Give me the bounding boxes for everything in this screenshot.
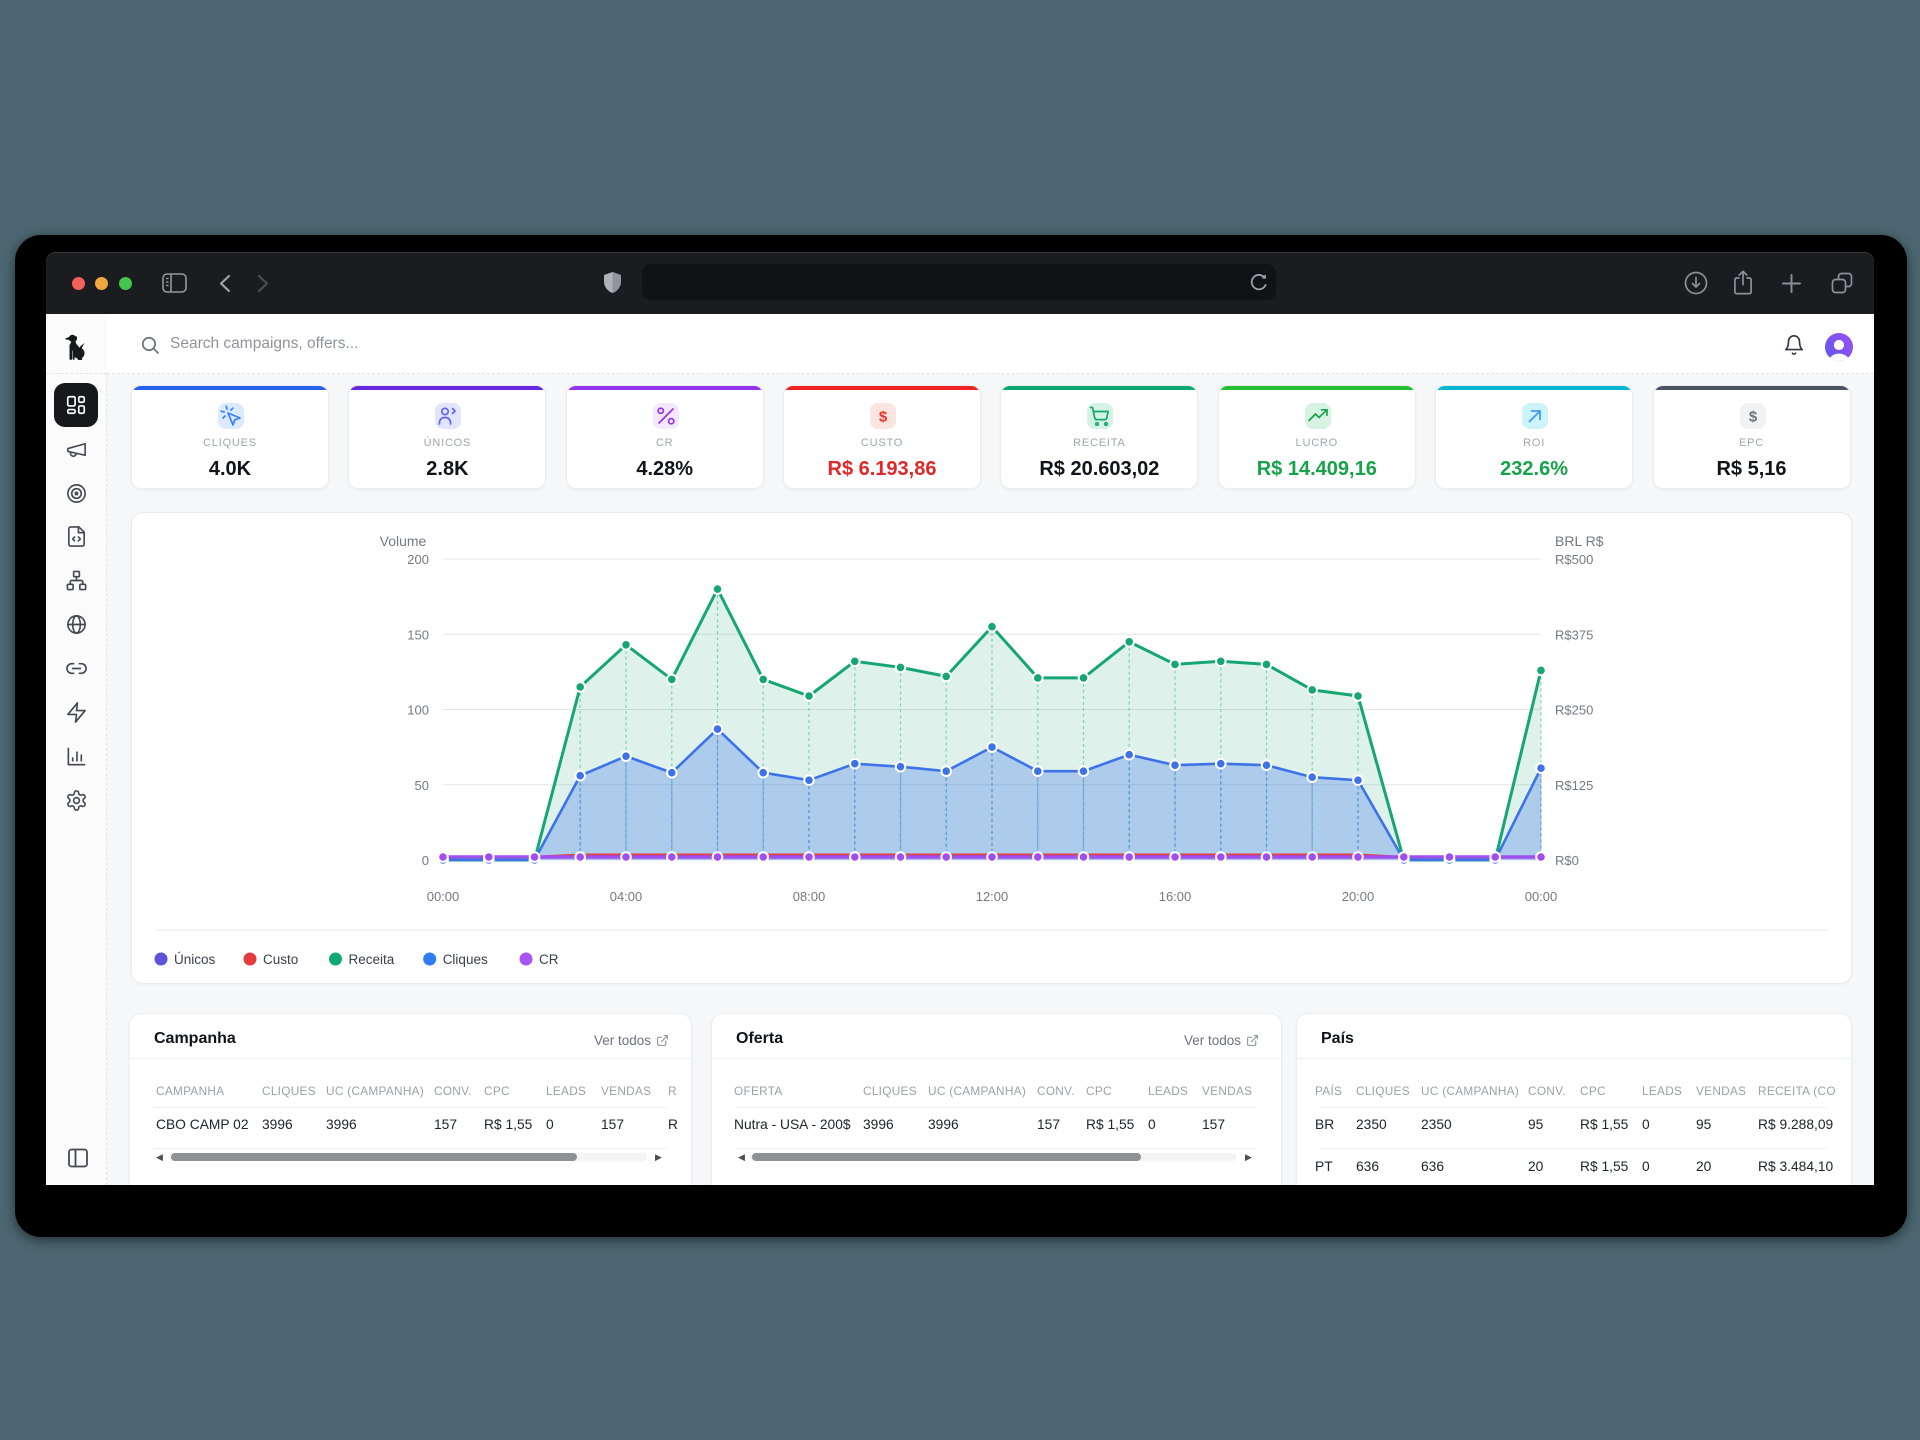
svg-text:R$0: R$0 (1555, 853, 1579, 868)
svg-text:100: 100 (407, 703, 429, 718)
svg-text:200: 200 (407, 552, 429, 567)
svg-text:BRL R$: BRL R$ (1555, 533, 1604, 549)
svg-text:Cliques: Cliques (443, 952, 488, 967)
svg-text:R$125: R$125 (1555, 778, 1593, 793)
svg-text:Receita: Receita (349, 952, 395, 967)
svg-text:Custo: Custo (263, 952, 298, 967)
svg-text:50: 50 (415, 778, 429, 793)
svg-text:CR: CR (539, 952, 559, 967)
svg-text:04:00: 04:00 (610, 889, 643, 904)
svg-text:$: $ (1748, 409, 1757, 426)
svg-text:0: 0 (422, 853, 429, 868)
svg-text:08:00: 08:00 (793, 889, 826, 904)
svg-text:00:00: 00:00 (1525, 889, 1558, 904)
svg-text:16:00: 16:00 (1159, 889, 1192, 904)
svg-text:12:00: 12:00 (976, 889, 1009, 904)
svg-text:R$500: R$500 (1555, 552, 1593, 567)
svg-text:R$375: R$375 (1555, 627, 1593, 642)
svg-text:Únicos: Únicos (174, 952, 216, 967)
svg-text:R$250: R$250 (1555, 703, 1593, 718)
svg-text:$: $ (879, 409, 888, 426)
svg-text:00:00: 00:00 (427, 889, 460, 904)
svg-text:150: 150 (407, 627, 429, 642)
svg-text:Volume: Volume (380, 533, 427, 549)
svg-text:20:00: 20:00 (1342, 889, 1375, 904)
